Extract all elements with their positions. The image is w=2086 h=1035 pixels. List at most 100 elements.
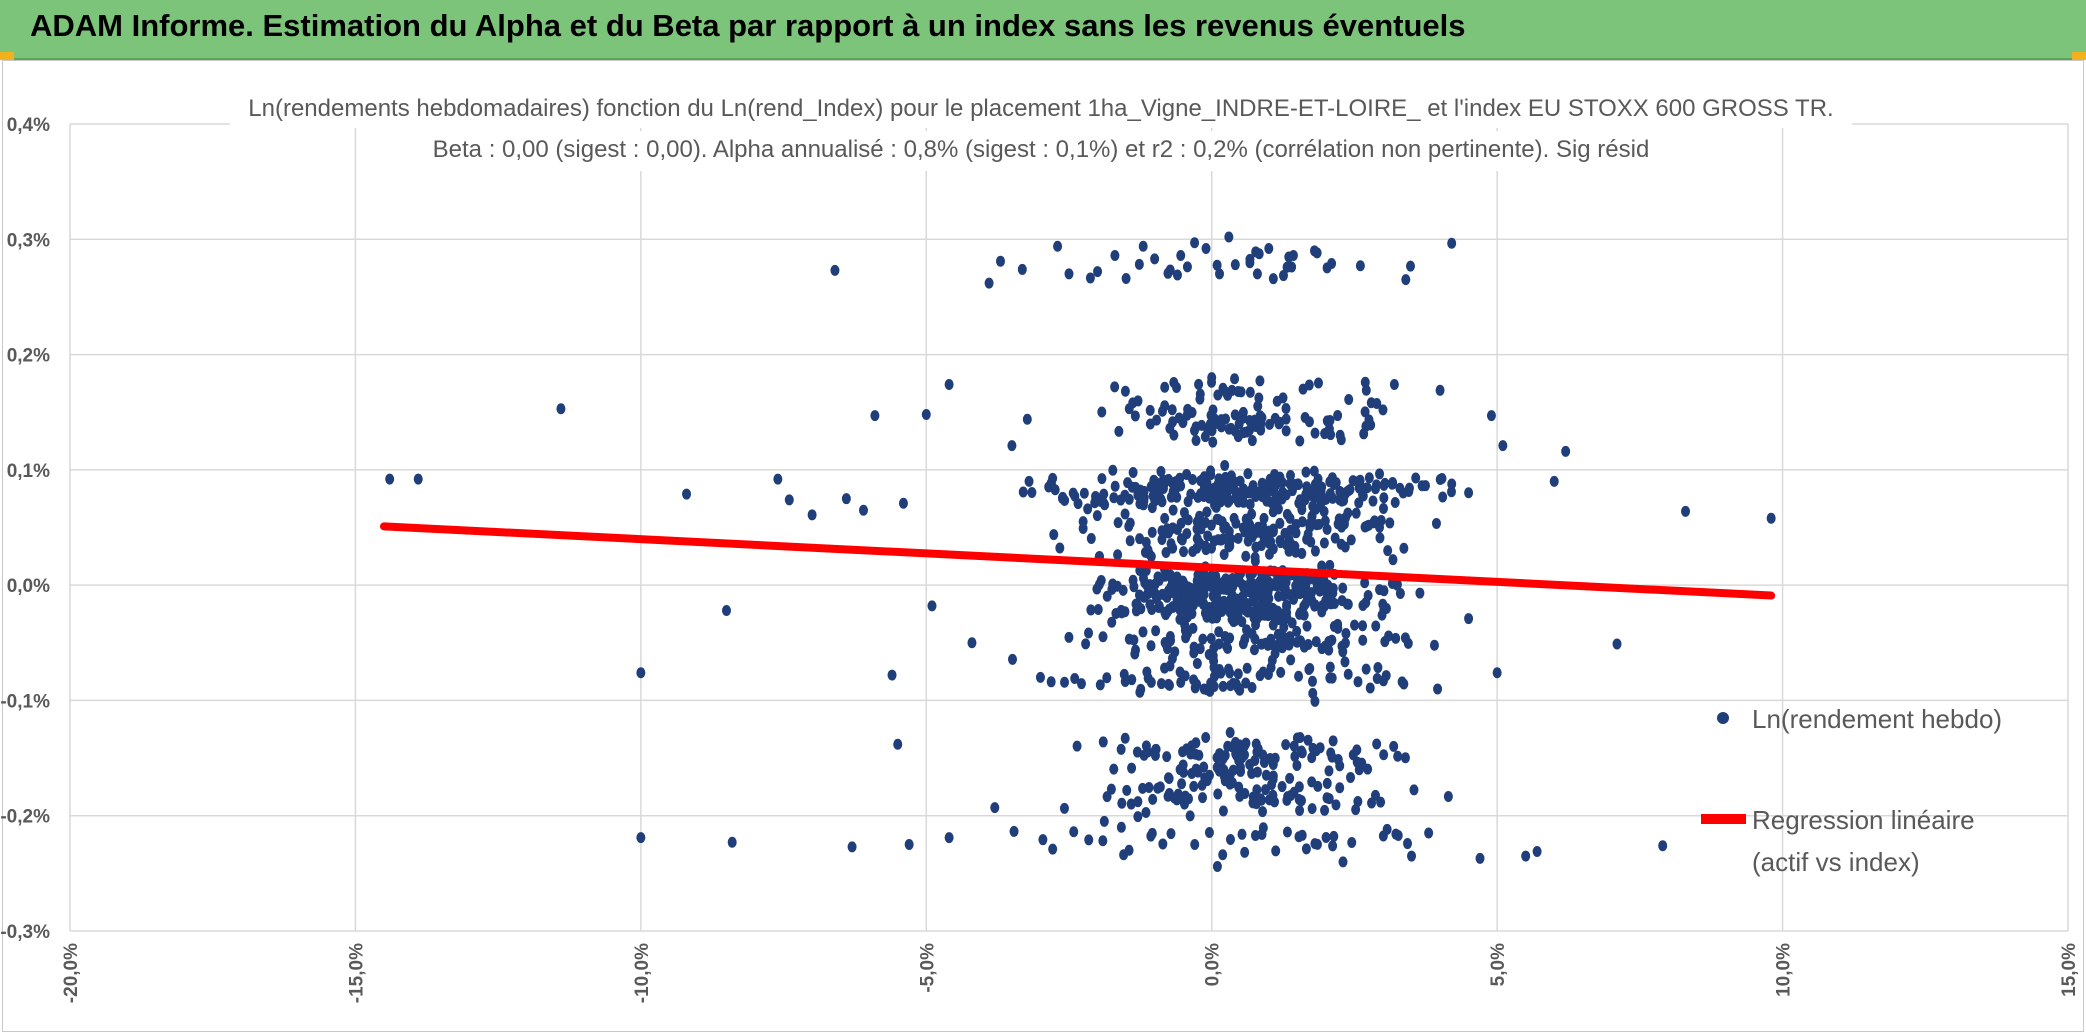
data-point (1150, 253, 1160, 265)
data-point (1320, 600, 1330, 612)
data-point (1167, 404, 1177, 416)
data-point (1346, 534, 1356, 546)
data-point (1327, 751, 1337, 763)
data-point (1277, 781, 1287, 793)
data-point (1122, 784, 1132, 796)
data-point (1128, 397, 1138, 409)
data-point (1292, 625, 1302, 637)
data-point (1213, 389, 1223, 401)
data-point (990, 802, 1000, 814)
data-point (1165, 660, 1175, 672)
data-point (1368, 517, 1378, 529)
regression-line-group (379, 522, 1776, 600)
data-point (1215, 601, 1225, 613)
data-point (1269, 486, 1279, 498)
data-point (1378, 404, 1388, 416)
data-point (1658, 840, 1668, 852)
data-point (1213, 788, 1223, 800)
data-point (1138, 782, 1148, 794)
data-point (1185, 810, 1195, 822)
data-point (1359, 428, 1369, 440)
data-point (1018, 486, 1028, 498)
data-point (1368, 495, 1378, 507)
legend-label-points: Ln(rendement hebdo) (1752, 704, 2002, 734)
data-point (1267, 497, 1277, 509)
data-point (921, 409, 931, 421)
data-point (1361, 384, 1371, 396)
data-point (1199, 584, 1209, 596)
data-point (1084, 834, 1094, 846)
data-point (904, 839, 914, 851)
data-point (1338, 856, 1348, 868)
data-point (1169, 480, 1179, 492)
chart-subtitle: Beta : 0,00 (sigest : 0,00). Alpha annua… (433, 136, 1650, 163)
data-point (1097, 473, 1107, 485)
data-point (1313, 377, 1323, 389)
data-point (1224, 632, 1234, 644)
data-point (1347, 837, 1357, 849)
data-point (1191, 737, 1201, 749)
data-point (1296, 746, 1306, 758)
data-point (1407, 850, 1417, 862)
data-point (1230, 409, 1240, 421)
data-point (1172, 571, 1182, 583)
data-point (1134, 258, 1144, 270)
data-point (1107, 616, 1117, 628)
data-point (1237, 752, 1247, 764)
data-point (1160, 381, 1170, 393)
data-point (1378, 502, 1388, 514)
data-point (1225, 769, 1235, 781)
data-point (1248, 791, 1258, 803)
data-point (1322, 262, 1332, 274)
dense-point-bands (1008, 237, 1474, 861)
data-point (1226, 680, 1236, 692)
data-point (1373, 662, 1383, 674)
data-point (1371, 620, 1381, 632)
corner-accent-right (2072, 52, 2086, 60)
data-point (1268, 526, 1278, 538)
data-point (807, 509, 817, 521)
data-point (995, 255, 1005, 267)
data-point (1134, 589, 1144, 601)
data-point (1230, 259, 1240, 271)
data-point (1259, 597, 1269, 609)
data-point (1059, 802, 1069, 814)
data-point (1341, 627, 1351, 639)
data-point (1232, 573, 1242, 585)
data-point (1311, 745, 1321, 757)
data-point (1168, 542, 1178, 554)
data-point (1277, 493, 1287, 505)
data-point (1291, 527, 1301, 539)
data-point (1335, 494, 1345, 506)
data-point (1147, 502, 1157, 514)
data-point (1273, 606, 1283, 618)
data-point (1203, 530, 1213, 542)
data-point (1406, 260, 1416, 272)
data-point (1220, 459, 1230, 471)
data-point (1151, 625, 1161, 637)
data-point (1372, 398, 1382, 410)
data-point (1249, 644, 1259, 656)
data-point (1158, 474, 1168, 486)
data-point (1217, 516, 1227, 528)
data-point (1204, 826, 1214, 838)
data-point (1245, 253, 1255, 265)
data-point (1379, 492, 1389, 504)
data-point (1225, 667, 1235, 679)
data-point (1017, 263, 1027, 275)
data-point (1110, 480, 1120, 492)
data-point (1240, 846, 1250, 858)
data-point (1240, 633, 1250, 645)
data-point (1225, 540, 1235, 552)
data-point (1266, 639, 1276, 651)
data-point (944, 832, 954, 844)
data-point (1401, 274, 1411, 286)
data-point (1252, 268, 1262, 280)
data-point (1135, 686, 1145, 698)
data-point (1131, 644, 1141, 656)
data-point (1389, 379, 1399, 391)
data-point (1310, 695, 1320, 707)
data-point (556, 403, 566, 415)
data-point (1221, 386, 1231, 398)
data-point (1165, 569, 1175, 581)
